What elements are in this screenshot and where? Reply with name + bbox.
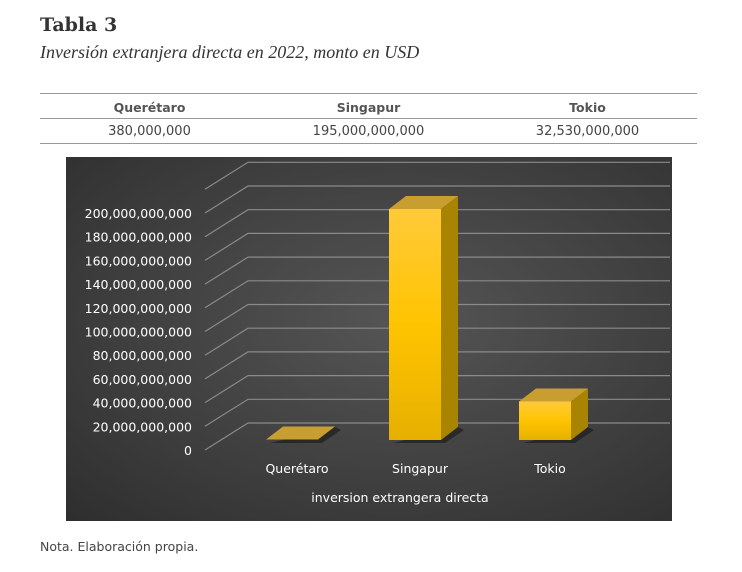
gridline bbox=[204, 280, 670, 309]
y-tick-label: 140,000,000,000 bbox=[85, 277, 192, 292]
chart-svg: 0 20,000,000,000 40,000,000,000 60,000,000,… bbox=[85, 161, 670, 505]
y-tick-label: 60,000,000,000 bbox=[93, 372, 192, 387]
x-axis-title: inversion extrangera directa bbox=[311, 490, 488, 505]
bar-querétaro bbox=[266, 426, 341, 443]
column-header-queretaro: Querétaro bbox=[113, 100, 186, 115]
bar-front bbox=[519, 401, 571, 440]
y-tick-label: 200,000,000,000 bbox=[85, 206, 192, 221]
gridline bbox=[204, 209, 670, 238]
bar-tokio bbox=[519, 388, 594, 443]
x-tick-label: Querétaro bbox=[265, 461, 328, 476]
y-tick-label: 80,000,000,000 bbox=[93, 348, 192, 363]
y-tick-label: 160,000,000,000 bbox=[85, 253, 192, 268]
table-title: Tabla 3 bbox=[40, 14, 118, 36]
y-tick-label: 0 bbox=[184, 443, 192, 458]
y-tick-label: 180,000,000,000 bbox=[85, 230, 192, 245]
column-header-tokio: Tokio bbox=[569, 100, 606, 115]
y-tick-label: 120,000,000,000 bbox=[85, 301, 192, 316]
gridline bbox=[204, 375, 670, 404]
gridline bbox=[204, 303, 670, 333]
cell-queretaro: 380,000,000 bbox=[108, 124, 191, 139]
y-tick-label: 40,000,000,000 bbox=[93, 396, 192, 411]
bar-singapur bbox=[389, 196, 464, 443]
bar-front bbox=[389, 209, 441, 440]
x-tick-label: Tokio bbox=[533, 461, 566, 476]
bar-top bbox=[519, 388, 588, 402]
bar-side bbox=[571, 388, 588, 440]
table-bottom-rule bbox=[40, 143, 697, 144]
cell-singapur: 195,000,000,000 bbox=[312, 124, 425, 139]
table-subtitle: Inversión extranjera directa en 2022, mo… bbox=[40, 42, 420, 62]
y-tick-label: 20,000,000,000 bbox=[93, 419, 192, 434]
gridline bbox=[204, 256, 670, 285]
column-header-singapur: Singapur bbox=[336, 100, 401, 115]
gridline bbox=[204, 185, 670, 214]
gridline bbox=[204, 232, 670, 261]
gridline bbox=[204, 327, 670, 356]
source-note: Nota. Elaboración propia. bbox=[40, 539, 199, 554]
gridline bbox=[204, 161, 670, 190]
bar-chart: 0 20,000,000,000 40,000,000,000 60,000,000,… bbox=[66, 157, 672, 521]
table-header-rule bbox=[40, 118, 697, 119]
gridline bbox=[204, 351, 670, 380]
bar-top bbox=[266, 426, 335, 440]
cell-tokio: 32,530,000,000 bbox=[535, 124, 640, 139]
bar-top bbox=[389, 196, 458, 209]
x-tick-label: Singapur bbox=[392, 461, 449, 476]
bar-side bbox=[441, 196, 458, 440]
y-tick-label: 100,000,000,000 bbox=[85, 325, 192, 340]
table-top-rule bbox=[40, 93, 697, 94]
